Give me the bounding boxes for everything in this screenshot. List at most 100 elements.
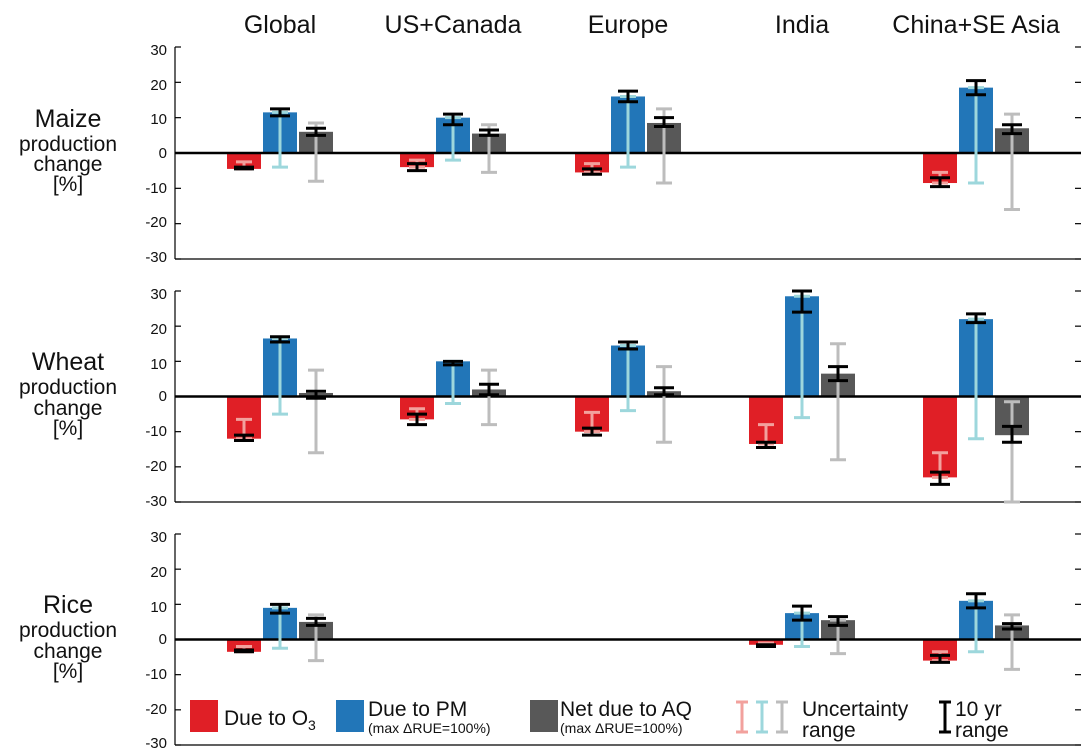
ytick-label: 30 xyxy=(150,529,167,546)
tenyr-range-o3-global xyxy=(234,648,254,654)
panel-sublabel-unit: [%] xyxy=(53,417,83,440)
ytick-label: -10 xyxy=(145,666,167,683)
legend-note-aq: (max ΔRUE=100%) xyxy=(560,720,683,736)
ytick-label: 0 xyxy=(159,388,167,405)
uncertainty-bar-aq-us-canada xyxy=(481,368,497,427)
uncertainty-bar-aq-europe xyxy=(656,365,672,444)
panel-label-maize: Maize xyxy=(35,105,102,133)
region-header-global: Global xyxy=(244,11,316,39)
tenyr-range-aq-global xyxy=(306,389,326,400)
tenyr-range-pm-global xyxy=(270,107,290,118)
tenyr-range-pm-us-canada xyxy=(443,359,463,367)
uncertainty-bar-aq-china-se-asia xyxy=(1004,400,1020,504)
ytick-label: -10 xyxy=(145,423,167,440)
tenyr-range-o3-us-canada xyxy=(407,412,427,427)
ytick-label: -20 xyxy=(145,701,167,718)
tenyr-range-pm-china-se-asia xyxy=(966,312,986,325)
tenyr-range-pm-us-canada xyxy=(443,112,463,127)
legend-label-pm: Due to PM xyxy=(368,698,467,721)
ytick-label: 10 xyxy=(150,599,167,616)
panel-sublabel-production: production xyxy=(19,376,117,399)
region-header-us-canada: US+Canada xyxy=(385,11,522,39)
tenyr-range-pm-europe xyxy=(618,340,638,351)
chart-marks xyxy=(174,46,1081,746)
ytick-label: 30 xyxy=(150,42,167,59)
tenyr-range-aq-us-canada xyxy=(479,382,499,397)
tenyr-range-aq-global xyxy=(306,126,326,137)
legend-unc-pm-icon xyxy=(756,700,768,734)
tenyr-range-o3-global xyxy=(234,165,254,171)
legend-note-pm: (max ΔRUE=100%) xyxy=(368,720,491,736)
tenyr-range-o3-china-se-asia xyxy=(930,470,950,486)
legend-unc-aq-icon xyxy=(776,700,788,734)
legend-swatch-pm xyxy=(336,700,364,732)
legend-label-tenyr-2: range xyxy=(955,719,1009,742)
uncertainty-bar-aq-global xyxy=(308,368,324,455)
panel-sublabel-change: change xyxy=(34,153,103,176)
tenyr-range-pm-europe xyxy=(618,89,638,104)
region-headers: Global US+Canada Europe India China+SE A… xyxy=(244,11,1060,39)
legend-unc-o3-icon xyxy=(736,700,748,734)
tenyr-range-aq-china-se-asia xyxy=(1002,123,1022,136)
tenyr-range-aq-china-se-asia xyxy=(1002,622,1022,631)
ytick-label: 10 xyxy=(150,111,167,128)
panel-sublabel-change: change xyxy=(34,397,103,420)
ytick-label: 10 xyxy=(150,356,167,373)
tenyr-range-pm-global xyxy=(270,602,290,615)
ytick-label: 30 xyxy=(150,286,167,303)
panel-sublabel-unit: [%] xyxy=(53,660,83,683)
legend-label-o3-sub: 3 xyxy=(308,717,316,733)
tenyr-range-aq-india xyxy=(828,365,848,383)
ytick-label: 0 xyxy=(159,145,167,162)
tenyr-range-aq-europe xyxy=(654,116,674,128)
legend-swatch-aq xyxy=(530,700,558,732)
ytick-label: -20 xyxy=(145,214,167,231)
region-header-europe: Europe xyxy=(588,11,669,39)
ytick-label: 0 xyxy=(159,631,167,648)
uncertainty-bar-aq-india xyxy=(830,342,846,462)
tenyr-range-o3-us-canada xyxy=(407,162,427,173)
tenyr-range-o3-europe xyxy=(582,167,602,176)
legend-label-aq: Net due to AQ xyxy=(560,698,692,721)
panel-label-wheat: Wheat xyxy=(32,348,104,376)
legend-label-uncertainty-1: Uncertainty xyxy=(802,698,909,721)
tenyr-range-pm-china-se-asia xyxy=(966,592,986,610)
tenyr-range-pm-india xyxy=(792,289,812,314)
panel-wheat: Wheat production change [%] 30 20 10 0 -… xyxy=(19,286,167,510)
legend-label-tenyr-1: 10 yr xyxy=(955,698,1002,721)
region-header-china-se-asia: China+SE Asia xyxy=(892,11,1060,39)
tenyr-range-pm-india xyxy=(792,604,812,622)
legend-label-o3-main: Due to O xyxy=(224,707,308,730)
legend-uncertainty-icons xyxy=(736,700,788,734)
tenyr-range-aq-china-se-asia xyxy=(1002,424,1022,444)
panel-sublabel-unit: [%] xyxy=(53,173,83,196)
legend-tenyr-icon xyxy=(939,700,951,734)
legend: Due to O3 Due to PM (max ΔRUE=100%) Net … xyxy=(190,698,1009,742)
legend-label-o3: Due to O3 xyxy=(224,707,316,733)
tenyr-range-o3-china-se-asia xyxy=(930,176,950,189)
panel-sublabel-production: production xyxy=(19,619,117,642)
legend-swatch-o3 xyxy=(190,700,218,732)
panel-sublabel-production: production xyxy=(19,133,117,156)
tenyr-range-aq-global xyxy=(306,616,326,627)
panel-maize: Maize production change [%] 30 20 10 0 -… xyxy=(19,42,167,266)
region-header-india: India xyxy=(775,11,829,39)
legend-label-uncertainty-2: range xyxy=(802,719,856,742)
tenyr-range-o3-global xyxy=(234,433,254,442)
tenyr-range-o3-china-se-asia xyxy=(930,653,950,664)
ytick-label: -20 xyxy=(145,458,167,475)
ytick-label: 20 xyxy=(150,321,167,338)
tenyr-range-o3-india xyxy=(756,440,776,449)
tenyr-range-o3-europe xyxy=(582,426,602,437)
panel-label-rice: Rice xyxy=(43,591,93,619)
tenyr-range-pm-global xyxy=(270,335,290,344)
ytick-label: 20 xyxy=(150,564,167,581)
ytick-label: -30 xyxy=(145,493,167,510)
tenyr-range-aq-india xyxy=(828,615,848,627)
panel-sublabel-change: change xyxy=(34,640,103,663)
panel-rice: Rice production change [%] 30 20 10 0 -1… xyxy=(19,529,167,749)
ytick-label: -10 xyxy=(145,180,167,197)
tenyr-range-aq-europe xyxy=(654,386,674,397)
tenyr-range-aq-us-canada xyxy=(479,128,499,137)
